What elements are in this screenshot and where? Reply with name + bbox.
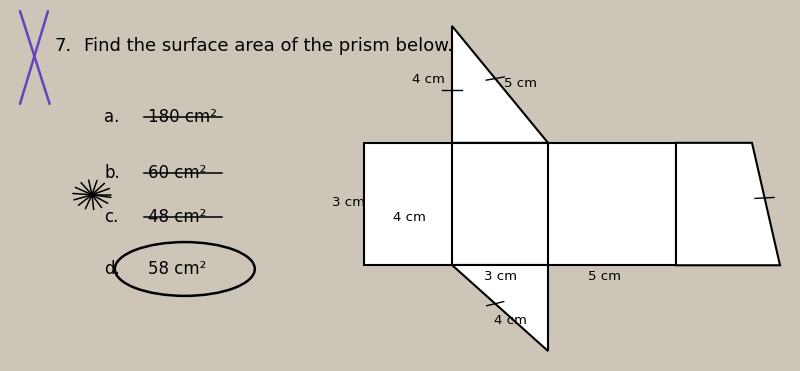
Text: a.: a.	[104, 108, 119, 126]
Text: 7.: 7.	[54, 37, 72, 55]
Text: 5 cm: 5 cm	[587, 270, 621, 283]
Text: 5 cm: 5 cm	[503, 77, 537, 90]
Bar	[364, 143, 676, 265]
Text: Find the surface area of the prism below.: Find the surface area of the prism below…	[84, 37, 453, 55]
Text: 4 cm: 4 cm	[393, 210, 426, 224]
Text: 3 cm: 3 cm	[331, 196, 365, 209]
Text: c.: c.	[104, 208, 118, 226]
Text: 60 cm²: 60 cm²	[148, 164, 206, 181]
Text: 3 cm: 3 cm	[483, 270, 517, 283]
Text: 4 cm: 4 cm	[494, 314, 527, 328]
Text: d.: d.	[104, 260, 120, 278]
Text: 4 cm: 4 cm	[411, 73, 445, 86]
Polygon shape	[452, 26, 548, 143]
Polygon shape	[452, 265, 548, 351]
Text: 180 cm²: 180 cm²	[148, 108, 217, 126]
Text: b.: b.	[104, 164, 120, 181]
Text: 58 cm²: 58 cm²	[148, 260, 206, 278]
Text: 48 cm²: 48 cm²	[148, 208, 206, 226]
Polygon shape	[676, 143, 780, 265]
